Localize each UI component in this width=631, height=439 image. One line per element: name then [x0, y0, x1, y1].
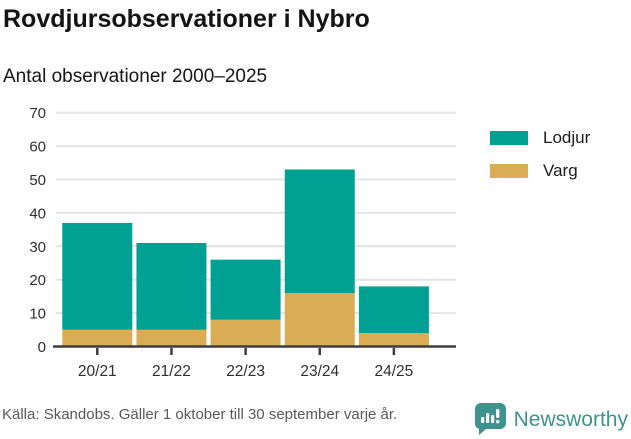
y-tick-label-0: 0 [38, 339, 46, 356]
newsworthy-wordmark: Newsworthy [513, 407, 628, 431]
legend: Lodjur Varg [490, 128, 590, 194]
x-tick-label-23-24: 23/24 [300, 363, 339, 380]
bar-segment-varg-22-23 [210, 319, 281, 347]
bar-segment-varg-24-25 [358, 333, 429, 347]
source-note: Källa: Skandobs. Gäller 1 oktober till 3… [2, 406, 398, 423]
chart-title: Rovdjursobservationer i Nybro [3, 5, 370, 33]
chart-subtitle: Antal observationer 2000–2025 [3, 66, 268, 87]
legend-item-varg: Varg [490, 161, 590, 181]
legend-item-lodjur: Lodjur [490, 128, 590, 148]
y-tick-label-10: 10 [29, 306, 46, 323]
speech-bubble-shape [474, 403, 506, 435]
bar-segment-lodjur-20-21 [62, 222, 133, 330]
bar-segment-varg-20-21 [62, 329, 133, 347]
legend-label-lodjur: Lodjur [543, 128, 591, 147]
y-tick-label-70: 70 [29, 105, 46, 122]
y-tick-label-30: 30 [29, 239, 46, 256]
bar-segment-lodjur-23-24 [284, 169, 355, 294]
legend-swatch-lodjur [490, 131, 528, 145]
stacked-bar-chart: 0 10 20 30 40 50 60 70 20/21 21/22 22/23 23/24 24/25 [29, 105, 456, 380]
y-tick-label-50: 50 [29, 172, 46, 189]
bar-segment-lodjur-22-23 [210, 259, 281, 320]
newsworthy-logo-icon [474, 403, 506, 435]
bar-segment-lodjur-24-25 [358, 286, 429, 334]
newsworthy-logo: Newsworthy [474, 403, 628, 436]
bar-segment-varg-23-24 [284, 293, 355, 347]
y-tick-label-40: 40 [29, 205, 46, 222]
y-tick-label-60: 60 [29, 139, 46, 156]
bar-segment-lodjur-21-22 [136, 242, 207, 330]
y-tick-label-20: 20 [29, 272, 46, 289]
x-tick-label-20-21: 20/21 [78, 363, 117, 380]
legend-swatch-varg [490, 164, 528, 178]
x-tick-label-24-25: 24/25 [375, 363, 414, 380]
x-tick-label-21-22: 21/22 [152, 363, 191, 380]
bar-segment-varg-21-22 [136, 329, 207, 347]
x-tick-label-22-23: 22/23 [226, 363, 265, 380]
legend-label-varg: Varg [543, 161, 578, 180]
